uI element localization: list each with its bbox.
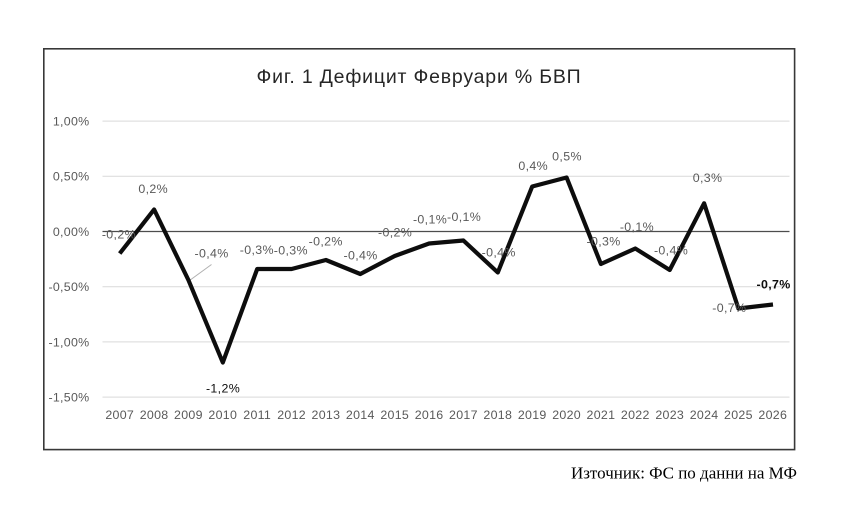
svg-text:-0,4%: -0,4% bbox=[344, 248, 378, 262]
svg-text:2018: 2018 bbox=[483, 408, 512, 422]
svg-text:2026: 2026 bbox=[758, 408, 787, 422]
svg-text:2022: 2022 bbox=[621, 408, 650, 422]
svg-text:-0,3%: -0,3% bbox=[274, 243, 308, 257]
svg-text:-0,2%: -0,2% bbox=[102, 228, 136, 242]
svg-text:1,00%: 1,00% bbox=[53, 115, 90, 129]
svg-text:-0,7%: -0,7% bbox=[712, 301, 746, 315]
svg-text:0,3%: 0,3% bbox=[693, 171, 723, 185]
svg-text:2020: 2020 bbox=[552, 408, 581, 422]
svg-text:2023: 2023 bbox=[655, 408, 684, 422]
svg-text:-0,3%: -0,3% bbox=[587, 234, 621, 248]
svg-text:-0,2%: -0,2% bbox=[378, 226, 412, 240]
svg-text:2024: 2024 bbox=[690, 408, 719, 422]
svg-text:-0,4%: -0,4% bbox=[482, 245, 516, 259]
svg-text:0,00%: 0,00% bbox=[53, 225, 90, 239]
svg-text:2007: 2007 bbox=[105, 408, 134, 422]
svg-text:-1,2%: -1,2% bbox=[206, 382, 240, 396]
svg-text:-0,1%: -0,1% bbox=[447, 210, 481, 224]
svg-text:2019: 2019 bbox=[518, 408, 547, 422]
svg-text:2014: 2014 bbox=[346, 408, 375, 422]
svg-text:Фиг. 1 Дефицит Февруари % БВП: Фиг. 1 Дефицит Февруари % БВП bbox=[257, 66, 582, 88]
svg-text:2011: 2011 bbox=[243, 408, 271, 422]
svg-text:-1,00%: -1,00% bbox=[48, 335, 89, 349]
svg-text:2021: 2021 bbox=[587, 408, 616, 422]
svg-text:2008: 2008 bbox=[140, 408, 169, 422]
svg-text:2012: 2012 bbox=[277, 408, 306, 422]
svg-text:0,4%: 0,4% bbox=[518, 159, 548, 173]
svg-text:Източник: ФС по данни на МФ: Източник: ФС по данни на МФ bbox=[571, 464, 797, 483]
svg-text:-0,3%: -0,3% bbox=[240, 243, 274, 257]
svg-text:0,5%: 0,5% bbox=[552, 150, 582, 164]
svg-text:0,2%: 0,2% bbox=[138, 182, 168, 196]
svg-text:-0,2%: -0,2% bbox=[309, 235, 343, 249]
svg-text:-0,4%: -0,4% bbox=[195, 246, 229, 260]
svg-text:-0,1%: -0,1% bbox=[413, 213, 447, 227]
svg-text:-0,7%: -0,7% bbox=[757, 278, 791, 292]
svg-text:2009: 2009 bbox=[174, 408, 203, 422]
svg-text:2010: 2010 bbox=[208, 408, 237, 422]
svg-text:2016: 2016 bbox=[415, 408, 444, 422]
svg-text:2025: 2025 bbox=[724, 408, 753, 422]
svg-text:-0,4%: -0,4% bbox=[654, 243, 688, 257]
svg-text:0,50%: 0,50% bbox=[53, 170, 90, 184]
svg-text:-1,50%: -1,50% bbox=[48, 391, 89, 405]
svg-text:2017: 2017 bbox=[449, 408, 478, 422]
svg-text:2015: 2015 bbox=[380, 408, 409, 422]
svg-text:-0,1%: -0,1% bbox=[620, 220, 654, 234]
svg-text:2013: 2013 bbox=[312, 408, 341, 422]
svg-text:-0,50%: -0,50% bbox=[48, 280, 89, 294]
